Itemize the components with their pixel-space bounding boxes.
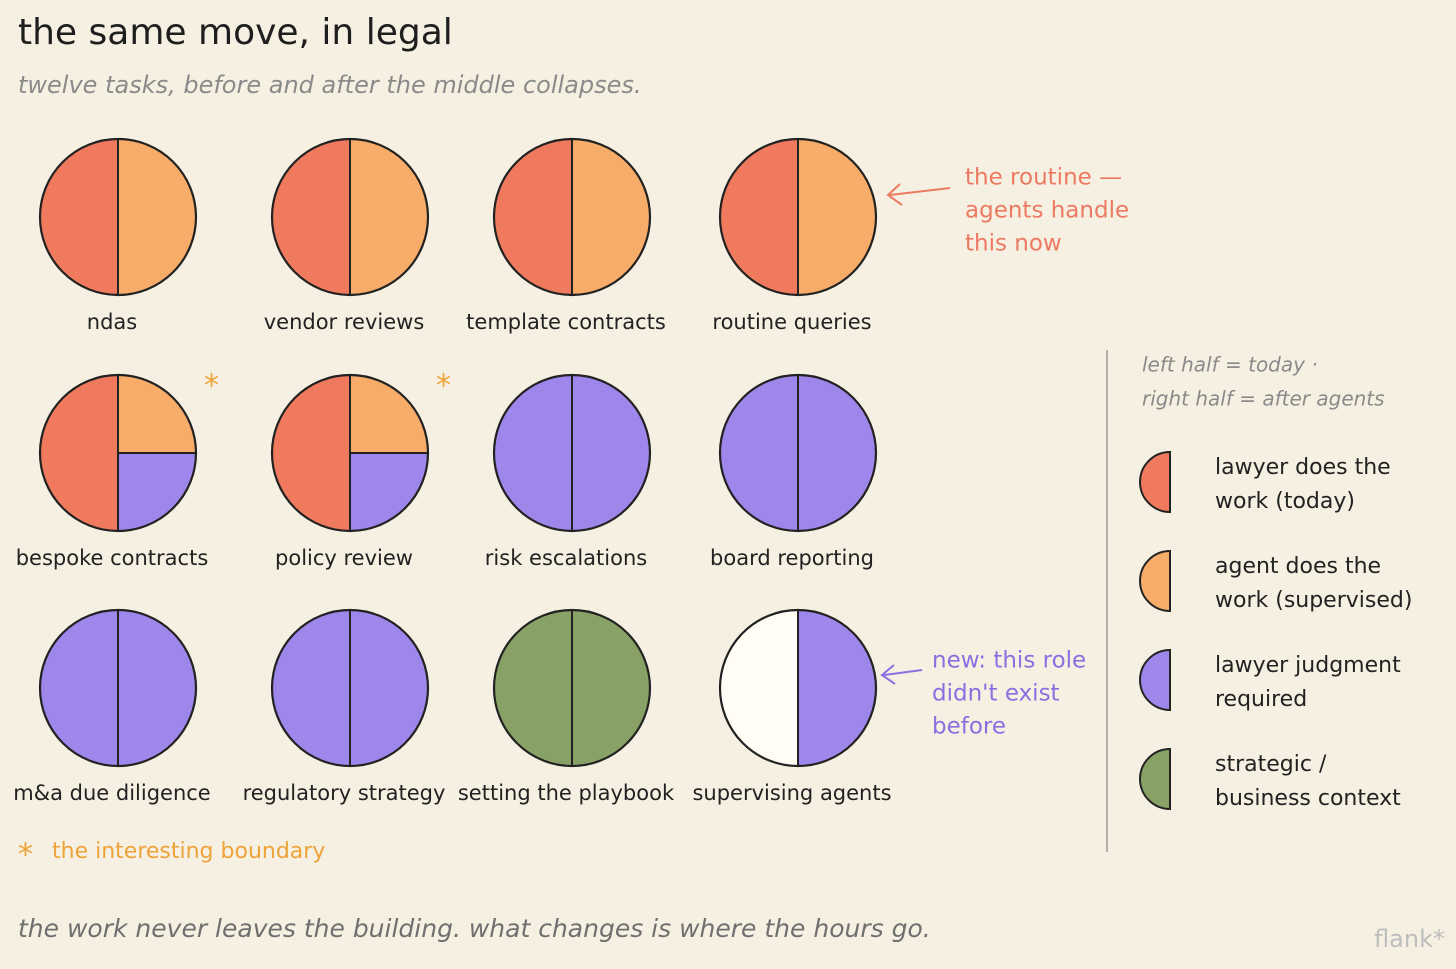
legend-label: lawyer judgment <box>1215 653 1401 678</box>
left-half <box>272 610 350 766</box>
right-half <box>798 375 876 531</box>
left-half <box>40 375 118 531</box>
task-label: m&a due diligence <box>13 781 210 805</box>
subtitle: twelve tasks, before and after the middl… <box>18 71 642 99</box>
task-label: regulatory strategy <box>243 781 446 805</box>
left-half <box>40 139 118 295</box>
right-half <box>350 610 428 766</box>
task-label: ndas <box>87 310 137 334</box>
left-half <box>272 375 350 531</box>
legend-label: work (supervised) <box>1215 588 1412 613</box>
task-label: board reporting <box>710 546 874 570</box>
left-half <box>720 375 798 531</box>
legend-swatch <box>1139 648 1171 712</box>
boundary-mark: * <box>18 838 33 873</box>
legend-label: work (today) <box>1215 489 1355 514</box>
right-half <box>798 139 876 295</box>
legend-label: lawyer does the <box>1215 455 1391 480</box>
right-half <box>118 610 196 766</box>
asterisk: * <box>436 369 451 404</box>
annotation: didn't exist <box>932 681 1060 707</box>
right-half <box>572 610 650 766</box>
task-label: policy review <box>275 546 413 570</box>
left-half <box>720 610 798 766</box>
right-bottom-quarter <box>118 453 196 531</box>
left-half <box>720 139 798 295</box>
legend-label: agent does the <box>1215 554 1381 579</box>
legend-swatch <box>1139 549 1171 613</box>
boundary-note: the interesting boundary <box>52 839 325 864</box>
legend-swatch <box>1139 450 1171 514</box>
task-label: vendor reviews <box>264 310 425 334</box>
right-half <box>572 375 650 531</box>
task-label: risk escalations <box>485 546 647 570</box>
left-half <box>272 139 350 295</box>
annotation: the routine — <box>965 165 1122 191</box>
task-label: supervising agents <box>692 781 891 805</box>
right-half <box>572 139 650 295</box>
legend-key: right half = after agents <box>1142 387 1385 411</box>
right-top-quarter <box>118 375 196 453</box>
task-label: routine queries <box>712 310 871 334</box>
legend-label: required <box>1215 687 1307 712</box>
right-half <box>798 610 876 766</box>
left-half <box>494 375 572 531</box>
right-half <box>118 139 196 295</box>
annotation: this now <box>965 231 1062 257</box>
legend-swatch <box>1139 747 1171 811</box>
left-half <box>40 610 118 766</box>
annotation: new: this role <box>932 648 1086 674</box>
annotation: agents handle <box>965 198 1129 224</box>
task-label: bespoke contracts <box>16 546 209 570</box>
right-bottom-quarter <box>350 453 428 531</box>
footer: the work never leaves the building. what… <box>18 914 931 943</box>
right-top-quarter <box>350 375 428 453</box>
legend-label: strategic / <box>1215 752 1327 777</box>
task-label: setting the playbook <box>458 781 675 805</box>
legend-label: business context <box>1215 786 1401 811</box>
left-half <box>494 139 572 295</box>
task-label: template contracts <box>466 310 666 334</box>
brand: flank* <box>1374 925 1445 953</box>
asterisk: * <box>204 369 219 404</box>
left-half <box>494 610 572 766</box>
arrow <box>886 183 951 206</box>
annotation: before <box>932 714 1006 740</box>
legend-key: left half = today · <box>1142 353 1318 377</box>
title: the same move, in legal <box>18 12 453 53</box>
right-half <box>350 139 428 295</box>
arrow <box>880 664 923 685</box>
